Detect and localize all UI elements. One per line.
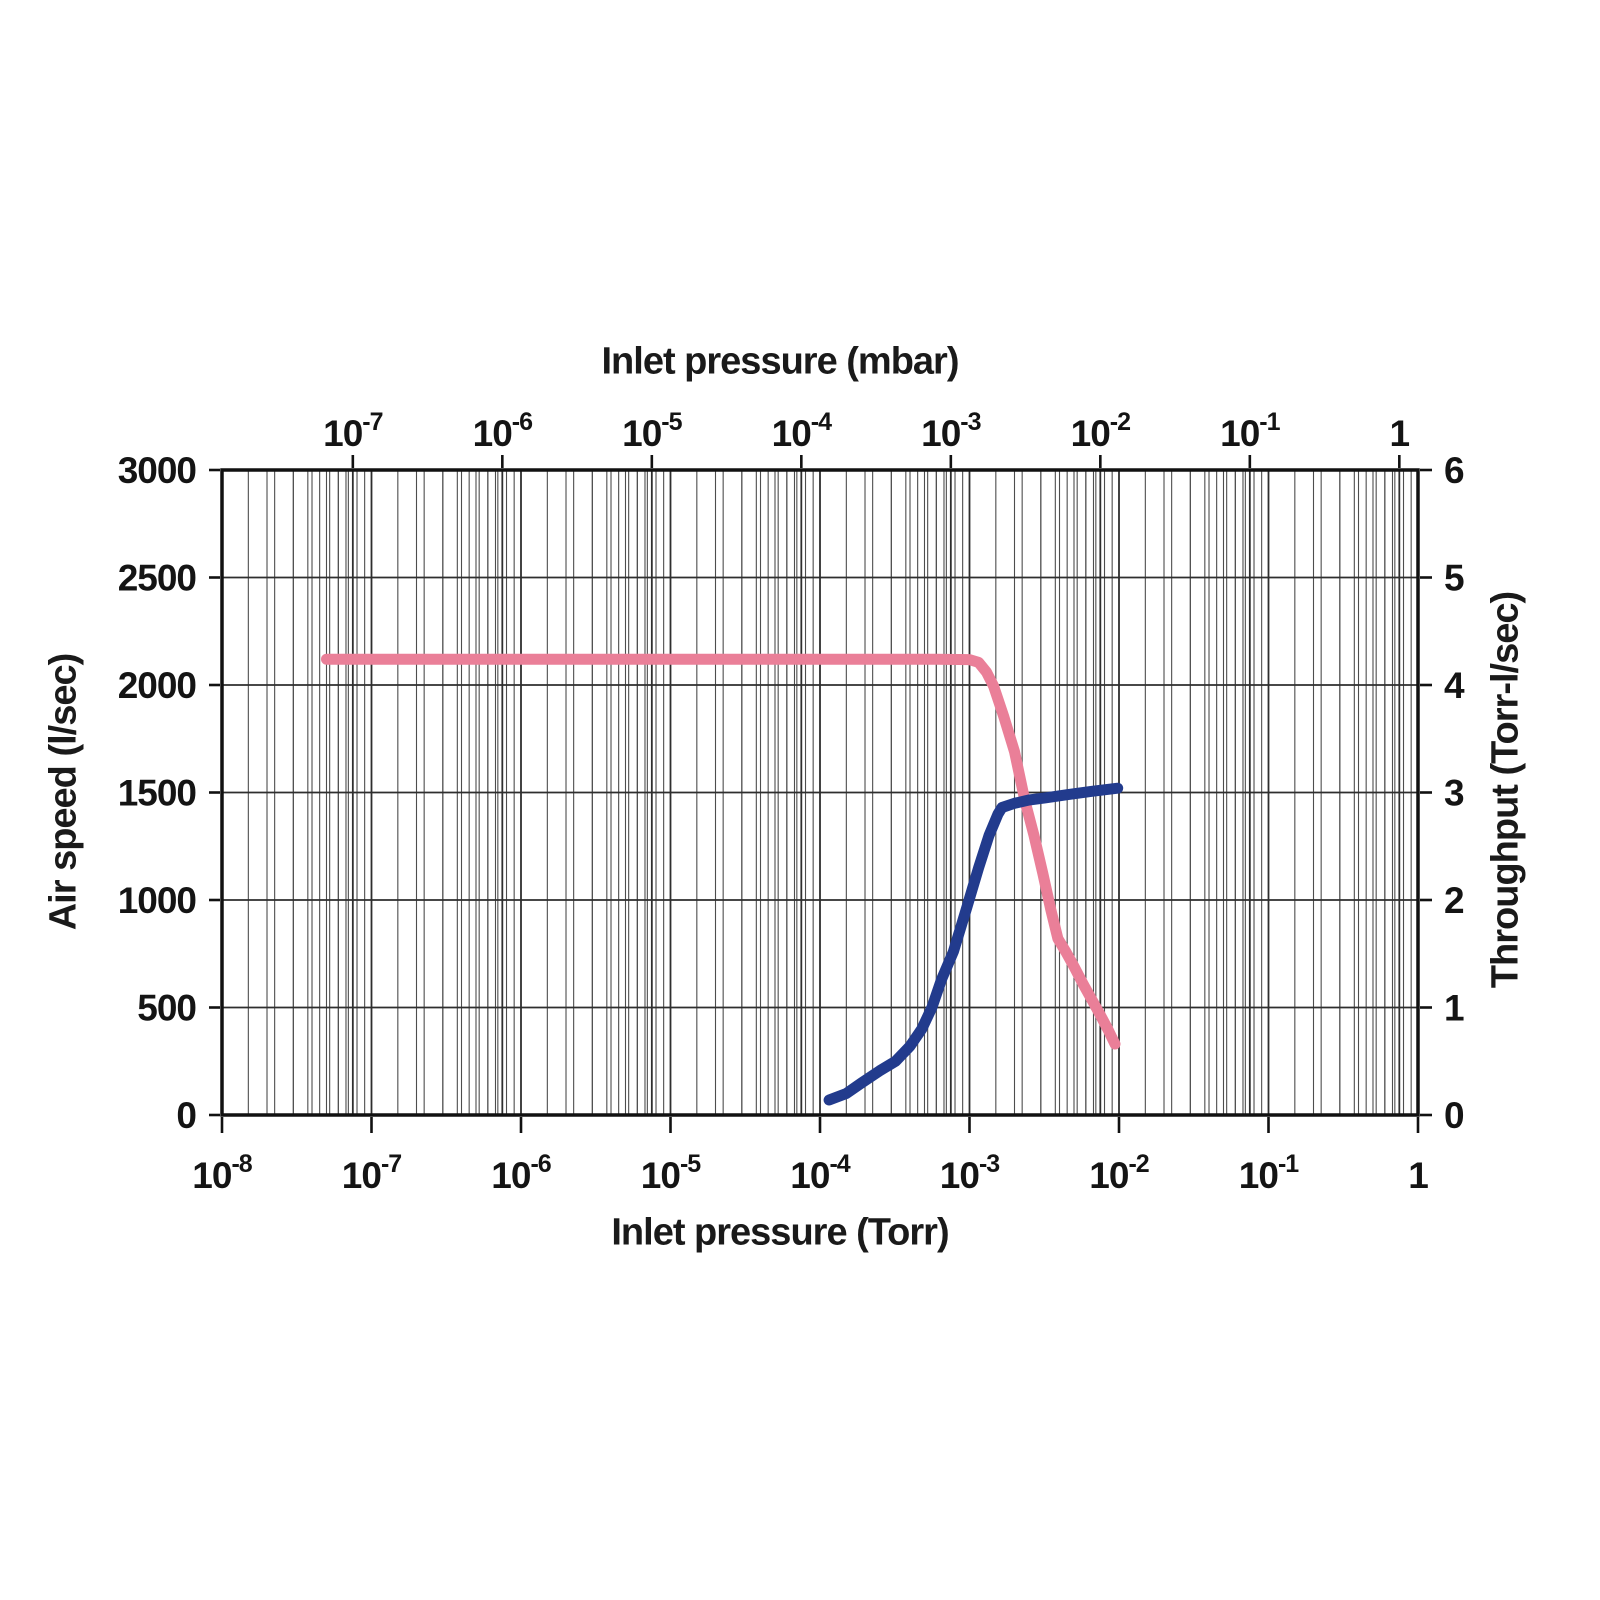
horizontal-gridlines [222,576,1418,1009]
right-tick-label: 2 [1444,880,1464,921]
bottom-tick-label: 10-7 [342,1150,401,1196]
top-tick-label: 10-4 [772,408,832,454]
bottom-axis-title: Inlet pressure (Torr) [611,1211,949,1254]
plot-border [220,468,1420,1117]
left-tick-label: 0 [176,1095,196,1136]
bottom-tick-label: 1 [1408,1155,1428,1196]
right-axis-title: Throughput (Torr-l/sec) [1484,591,1527,989]
right-tick-label: 5 [1444,558,1464,599]
right-tick-label: 0 [1444,1095,1464,1136]
bottom-tick-label: 10-5 [641,1150,701,1196]
top-tick-label: 10-6 [473,408,532,454]
top-tick-label: 10-2 [1071,408,1130,454]
bottom-tick-label: 10-8 [192,1150,252,1196]
right-tick-label: 1 [1444,988,1464,1029]
bottom-tick-label: 10-6 [491,1150,550,1196]
left-tick-label: 3000 [118,450,197,491]
tick-marks [209,455,1432,1133]
top-axis-title: Inlet pressure (mbar) [601,340,960,383]
top-tick-label: 10-7 [323,408,382,454]
top-tick-label: 10-1 [1220,408,1280,454]
top-tick-label: 10-3 [921,408,980,454]
bottom-tick-label: 10-3 [940,1150,999,1196]
bottom-tick-label: 10-1 [1239,1150,1299,1196]
left-tick-label: 1500 [118,773,197,814]
bottom-tick-label: 10-2 [1089,1150,1148,1196]
bottom-tick-label: 10-4 [790,1150,850,1196]
top-tick-label: 1 [1390,413,1410,454]
right-tick-label: 6 [1444,450,1464,491]
right-tick-label: 3 [1444,773,1464,814]
left-tick-label: 500 [137,988,196,1029]
left-tick-label: 2500 [118,558,197,599]
left-tick-label: 2000 [118,665,197,706]
data-series [321,653,1124,1106]
top-tick-label: 10-5 [622,408,682,454]
throughput-curve [823,782,1124,1106]
air-speed-curve [321,653,1121,1050]
left-tick-label: 1000 [118,880,197,921]
left-axis-title: Air speed (l/sec) [42,653,85,931]
right-tick-label: 4 [1444,665,1465,706]
